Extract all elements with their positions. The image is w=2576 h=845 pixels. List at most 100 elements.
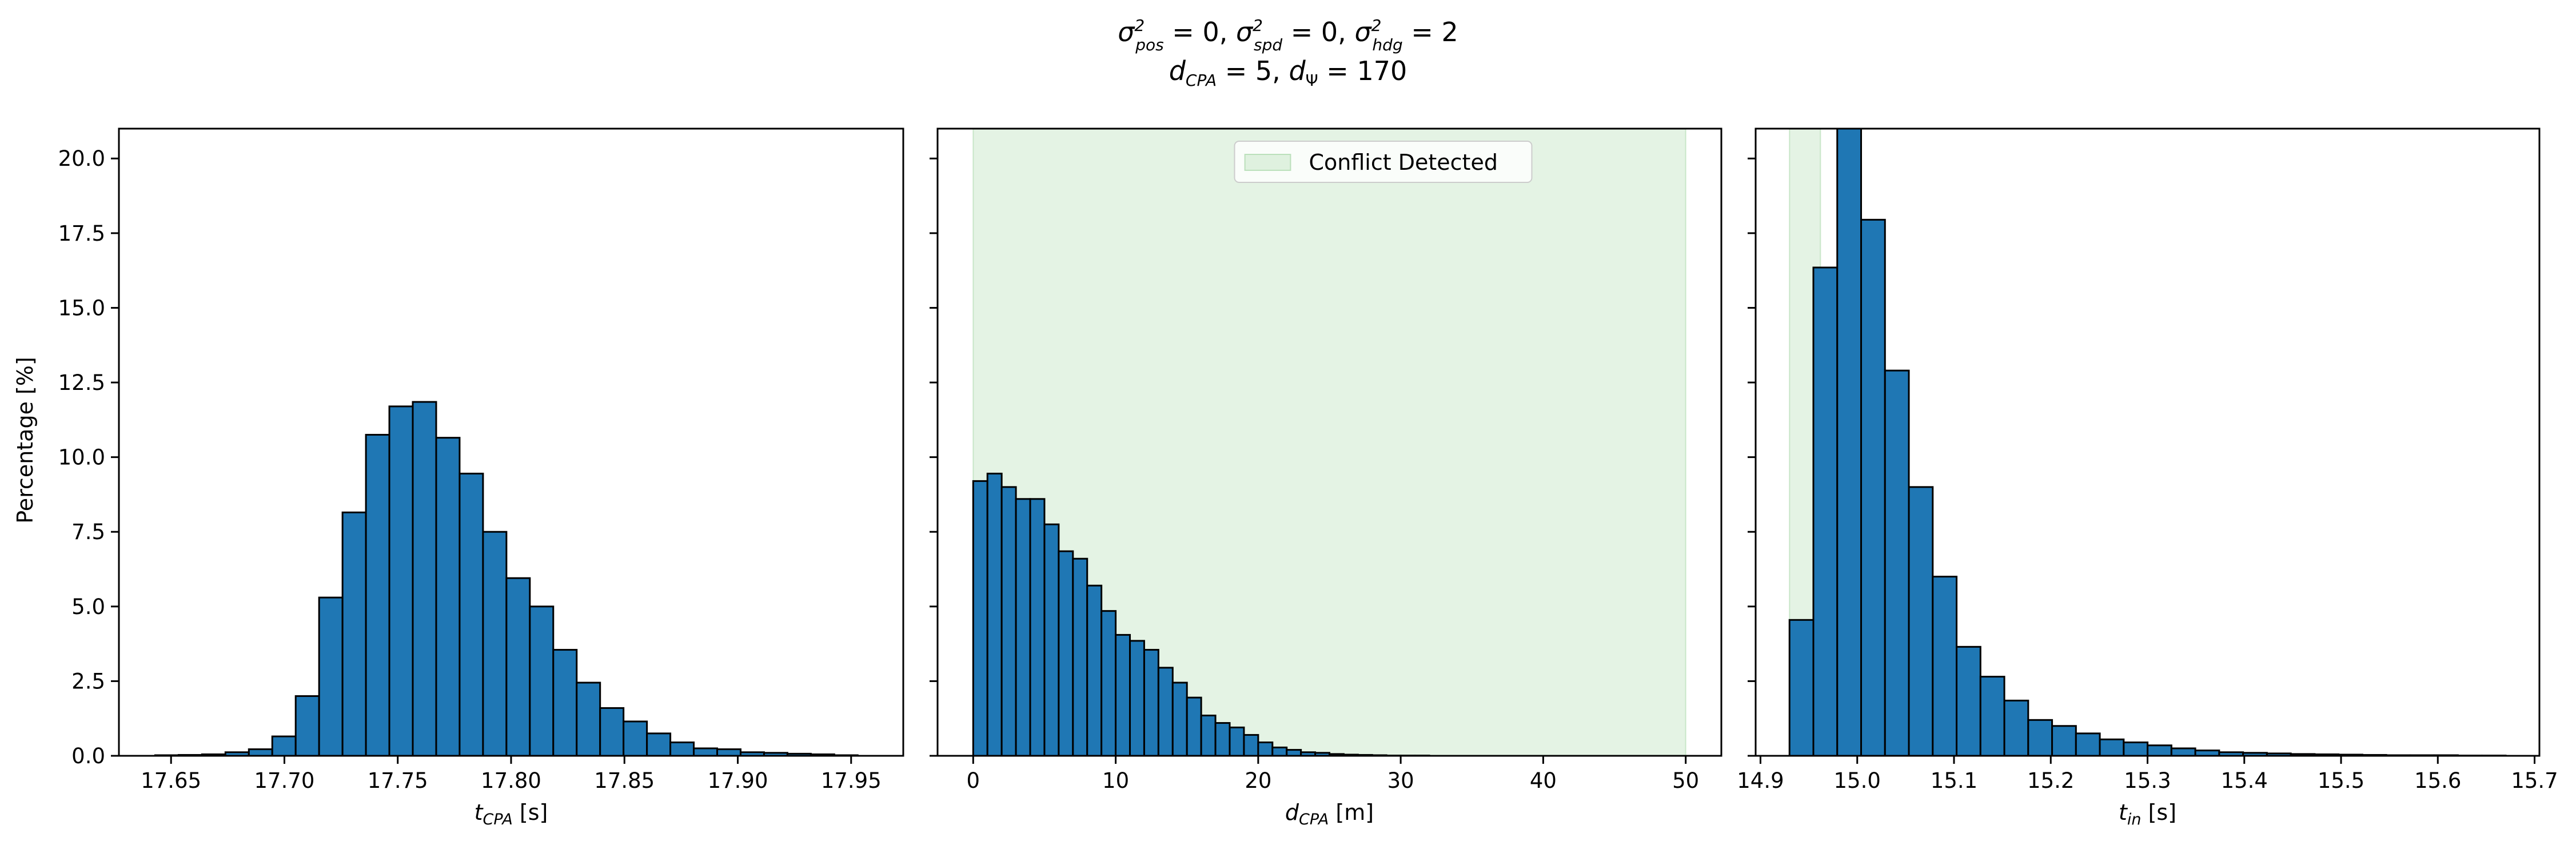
y-tick-label: 2.5 (71, 669, 105, 693)
histogram-bar (1100, 610, 1117, 756)
histogram-bar (1271, 746, 1288, 756)
y-tick-label: 12.5 (58, 370, 105, 395)
histogram-bar (2147, 744, 2172, 756)
histogram-bar (1086, 584, 1103, 756)
legend-box (1234, 141, 1533, 183)
histogram-bar (646, 732, 672, 756)
x-tick-label: 50 (1672, 768, 1699, 793)
histogram-bar (1979, 676, 2005, 756)
histogram-bar (1186, 696, 1202, 756)
histogram-bar (1043, 523, 1060, 756)
panel-1: 0.0 2.5 5.0 7.5 10.0 12.5 15.0 17.5 20.0 17.65 17.… (58, 127, 904, 828)
histogram-bar (1908, 486, 1934, 756)
x-tick-label: 40 (1530, 768, 1557, 793)
x-tick-label: 0 (967, 768, 980, 793)
histogram-bar (2027, 719, 2053, 756)
histogram-bar (1243, 734, 1259, 756)
axes-frame (936, 127, 1722, 757)
histogram-bar (576, 681, 601, 756)
x-tick-label: 15.6 (2414, 768, 2461, 793)
panel-2: 0 10 20 30 40 50 dCPA [m] Conflict Detected (930, 127, 1722, 828)
histogram-bar (365, 433, 390, 756)
plot-area (972, 129, 1686, 756)
histogram-bar (1788, 619, 1815, 756)
y-tick-label: 10.0 (58, 445, 105, 470)
x-tick-label: 15.4 (2221, 768, 2268, 793)
x-tick-label: 15.7 (2511, 768, 2558, 793)
histogram-bar (1157, 667, 1174, 756)
x-tick-label: 15.1 (1931, 768, 1977, 793)
histogram-bar (505, 577, 531, 756)
x-tick-label: 30 (1387, 768, 1414, 793)
histogram-bar (1115, 633, 1131, 756)
title-line-1: σ2 pos = 0, σ2 spd = 0, σ2 hdg = 2 (1118, 16, 1458, 54)
histogram-bar (2170, 747, 2196, 756)
histogram-bar (341, 511, 367, 756)
legend-label: Conflict Detected (1309, 150, 1498, 175)
histogram-bar (1072, 557, 1088, 756)
histogram-bar (318, 596, 344, 756)
histogram-bar (482, 531, 508, 756)
y-tick-label: 17.5 (58, 221, 105, 246)
histogram-bar (986, 472, 1003, 756)
plot-area (1788, 129, 2507, 756)
histogram-bar (271, 735, 297, 756)
histogram-bar (1836, 129, 1863, 756)
x-tick-label: 15.3 (2124, 768, 2171, 793)
histogram-bar (2123, 741, 2149, 756)
y-tick-label: 5.0 (71, 595, 105, 619)
histogram-bar (1956, 645, 1981, 756)
histogram-bar (1000, 486, 1017, 756)
histogram-bar (1200, 714, 1217, 756)
title-line-2: dCPA = 5, dΨ = 170 (1169, 55, 1407, 90)
histogram-bar (294, 695, 320, 756)
histogram-bar (1058, 550, 1074, 756)
histogram-bar (412, 401, 437, 756)
histogram-bar (1015, 498, 1031, 756)
y-tick-label: 7.5 (71, 520, 105, 544)
histogram-bar (1214, 722, 1231, 756)
x-tick-label: 17.90 (708, 768, 768, 793)
histogram-bar (1286, 749, 1302, 756)
histogram-bar (1812, 266, 1839, 756)
y-tick-label: 0.0 (71, 744, 105, 768)
plot-area (154, 401, 859, 756)
x-tick-label: 17.75 (368, 768, 428, 793)
histogram-bar (552, 649, 578, 756)
histogram-bar (716, 748, 741, 756)
histogram-bar (458, 472, 484, 756)
histogram-bar (1257, 741, 1274, 756)
histogram-bar (2099, 738, 2125, 756)
y-axis-label: Percentage [%] (13, 357, 38, 524)
x-tick-label: 15.2 (2027, 768, 2074, 793)
histogram-bar (972, 480, 988, 756)
histogram-bar (1029, 498, 1046, 756)
histogram-bar (248, 748, 273, 756)
x-tick-label: 17.80 (481, 768, 541, 793)
x-tick-label: 20 (1245, 768, 1271, 793)
x-axis-label: tin [s] (2119, 800, 2176, 828)
histogram-bar (1229, 726, 1245, 756)
histogram-bar (1884, 369, 1910, 756)
histogram-bar (388, 405, 414, 756)
histogram-bar (1932, 576, 1958, 756)
legend: Conflict Detected (1234, 141, 1533, 183)
x-tick-label: 17.65 (141, 768, 201, 793)
histogram-bar (1143, 649, 1159, 756)
x-tick-label: 15.0 (1834, 768, 1881, 793)
figure-title: σ2 pos = 0, σ2 spd = 0, σ2 hdg = 2 dCPA = 5… (1118, 16, 1458, 90)
legend-swatch (1244, 154, 1291, 171)
histogram-bar (2075, 732, 2101, 756)
histogram-bar (435, 437, 461, 756)
histogram-bar (2003, 699, 2029, 756)
x-tick-label: 17.70 (254, 768, 314, 793)
x-axis-label: tCPA [s] (474, 800, 548, 828)
histogram-bar (669, 741, 695, 756)
x-tick-label: 17.85 (594, 768, 655, 793)
histogram-bar (1860, 218, 1886, 756)
panel-3: 14.9 15.0 15.1 15.2 15.3 15.4 15.5 15.6 15.7 tin … (1737, 127, 2558, 828)
x-tick-label: 10 (1102, 768, 1129, 793)
x-tick-label: 15.5 (2318, 768, 2364, 793)
y-tick-label: 15.0 (58, 296, 105, 320)
